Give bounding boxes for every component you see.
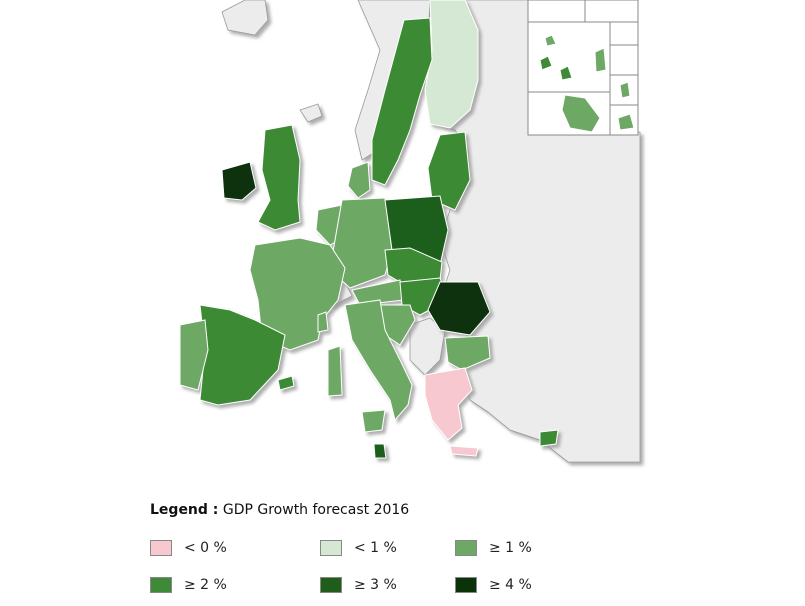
region-portugal [594, 47, 607, 73]
iceland [221, 0, 269, 36]
legend-swatch [455, 540, 477, 556]
region-united-kingdom [257, 124, 301, 231]
region-finland [424, 0, 479, 129]
region-spain [199, 304, 286, 406]
eu-countries [179, 0, 559, 459]
legend-title-bold: Legend : [150, 502, 219, 518]
region-romania [427, 281, 491, 336]
legend-item-at-least-1: ≥ 1 % [455, 538, 532, 558]
region-ireland [221, 161, 257, 201]
region-cyprus [539, 429, 559, 447]
legend-label: < 0 % [184, 540, 227, 556]
region-greece [424, 367, 473, 441]
europe-map [179, 0, 641, 463]
region-bulgaria [444, 335, 491, 371]
legend-item-below-1: < 1 % [320, 538, 397, 558]
region-france [561, 94, 601, 133]
region-france [619, 81, 631, 99]
legend-swatch [455, 577, 477, 593]
legend-item-at-least-4: ≥ 4 % [455, 575, 532, 595]
region-malta [373, 443, 387, 459]
legend-label: < 1 % [354, 540, 397, 556]
region-sweden [371, 17, 433, 186]
region-greece [449, 445, 479, 457]
inset-frames [527, 0, 639, 136]
legend: Legend : GDP Growth forecast 2016 < 0 % … [150, 500, 610, 600]
region-denmark [347, 161, 371, 199]
legend-item-at-least-3: ≥ 3 % [320, 575, 397, 595]
western-balkans [409, 317, 446, 376]
region-italy [327, 345, 343, 397]
legend-label: ≥ 4 % [489, 577, 532, 593]
legend-item-below-0: < 0 % [150, 538, 227, 558]
region-baltic-states [427, 131, 471, 211]
legend-label: ≥ 1 % [489, 540, 532, 556]
legend-label: ≥ 2 % [184, 577, 227, 593]
legend-item-at-least-2: ≥ 2 % [150, 575, 227, 595]
legend-title: Legend : GDP Growth forecast 2016 [150, 502, 409, 518]
legend-swatch [150, 540, 172, 556]
legend-swatch [320, 540, 342, 556]
region-portugal [179, 319, 209, 391]
region-france [617, 113, 635, 131]
region-spain [559, 65, 573, 81]
region-spain [539, 55, 553, 71]
region-spain [277, 375, 295, 391]
legend-swatch [150, 577, 172, 593]
legend-title-text: GDP Growth forecast 2016 [222, 502, 410, 518]
faroe [299, 103, 323, 123]
region-portugal [544, 34, 557, 47]
region-italy [344, 299, 413, 422]
region-italy [361, 409, 386, 433]
legend-label: ≥ 3 % [354, 577, 397, 593]
legend-swatch [320, 577, 342, 593]
region-france [317, 311, 329, 333]
